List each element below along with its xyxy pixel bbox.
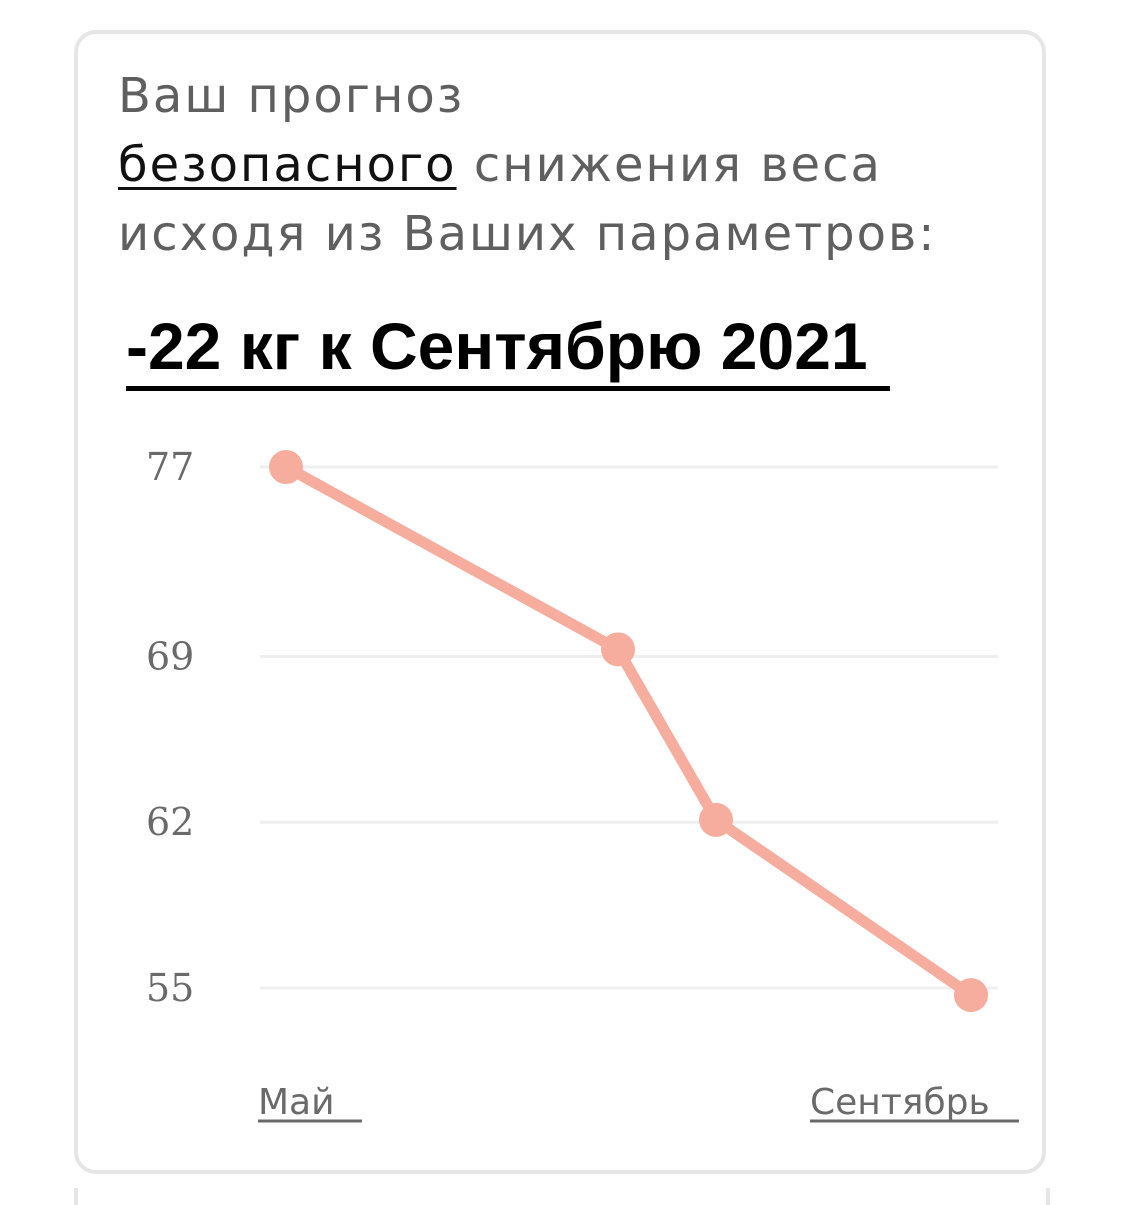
headline-suffix: снижения веса исходя из Ваших параметров… bbox=[118, 137, 937, 262]
x-tick-label: Май bbox=[258, 1082, 335, 1123]
y-tick-label: 77 bbox=[146, 445, 194, 489]
card-divider-right bbox=[1046, 1188, 1050, 1205]
forecast-card bbox=[74, 30, 1046, 1174]
forecast-result: -22 кг к Сентябрю 2021 bbox=[126, 306, 890, 391]
x-tick-label: Сентябрь bbox=[810, 1082, 990, 1123]
series-line bbox=[280, 461, 977, 1001]
y-tick-label: 62 bbox=[146, 800, 194, 844]
y-tick-label: 69 bbox=[146, 634, 194, 678]
forecast-headline: Ваш прогноз безопасного снижения веса исх… bbox=[118, 62, 1018, 269]
y-tick-label: 55 bbox=[146, 966, 194, 1010]
data-point bbox=[699, 802, 733, 837]
data-point bbox=[269, 450, 303, 484]
card-divider-left bbox=[74, 1188, 78, 1205]
headline-highlight: безопасного bbox=[118, 137, 457, 193]
data-point bbox=[601, 632, 635, 667]
headline-prefix: Ваш прогноз bbox=[118, 68, 465, 124]
data-point bbox=[954, 978, 988, 1013]
